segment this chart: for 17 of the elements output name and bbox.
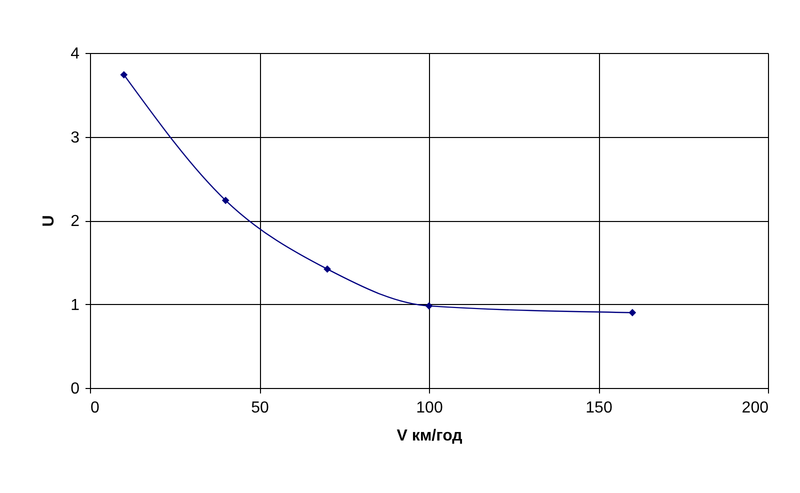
y-tick-label: 3 (70, 129, 80, 146)
y-tick-label: 4 (70, 46, 80, 62)
point (324, 265, 332, 273)
x-tick-label: 150 (586, 400, 612, 416)
x-tick-label: 50 (251, 400, 269, 416)
point (222, 196, 230, 204)
point (425, 302, 433, 310)
point (120, 71, 128, 78)
x-tick-label: 0 (90, 400, 100, 416)
x-tick-label: 100 (416, 400, 443, 416)
point (628, 308, 636, 316)
y-axis-title: U (40, 215, 58, 227)
x-axis-title: V км/год (396, 428, 462, 444)
y-tick-label: 2 (70, 213, 80, 230)
y-tick-label: 1 (70, 296, 80, 314)
y-tick-label: 0 (70, 380, 80, 398)
x-tick-label: 200 (742, 400, 769, 416)
